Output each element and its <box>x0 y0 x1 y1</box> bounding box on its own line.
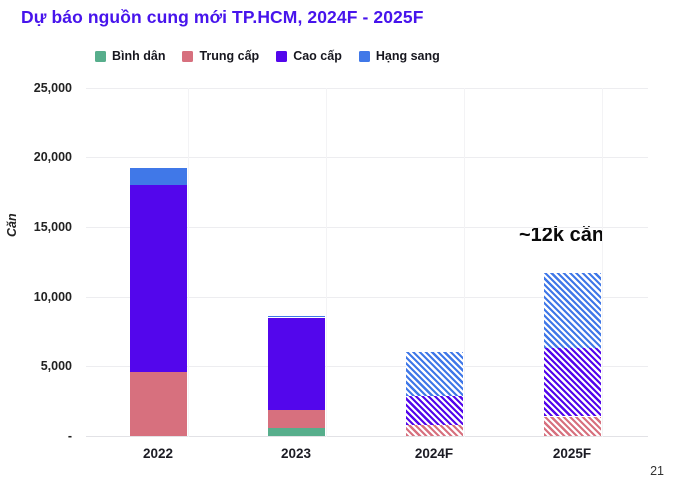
bar-segment <box>406 395 463 425</box>
legend: Bình dân Trung cấp Cao cấp Hạng sang <box>95 49 440 63</box>
y-tick-label: 15,000 <box>33 220 72 234</box>
legend-item: Cao cấp <box>276 49 342 63</box>
y-gridline <box>86 157 648 158</box>
legend-label: Cao cấp <box>293 49 342 63</box>
legend-swatch <box>182 50 194 62</box>
page-number: 21 <box>650 464 664 478</box>
y-tick-label: 25,000 <box>33 81 72 95</box>
y-tick-label: 5,000 <box>40 359 72 373</box>
legend-item: Bình dân <box>95 49 165 63</box>
bar-segment <box>406 352 463 396</box>
y-tick-label: 20,000 <box>33 150 72 164</box>
x-axis-label: 2024F <box>414 446 454 461</box>
bar-segment <box>130 168 187 186</box>
bar-segment <box>268 409 325 428</box>
legend-label: Hạng sang <box>375 49 440 63</box>
bar-segment <box>130 185 187 372</box>
bar-segment <box>268 427 325 436</box>
bar-segment <box>544 416 601 436</box>
y-tick-label: 10,000 <box>33 290 72 304</box>
bar-segment <box>268 317 325 410</box>
bar-segment <box>544 348 601 417</box>
legend-item: Hạng sang <box>358 49 440 63</box>
x-gridline <box>602 88 603 437</box>
y-gridline <box>86 297 648 298</box>
legend-label: Trung cấp <box>199 49 260 63</box>
legend-swatch <box>95 50 106 62</box>
x-gridline <box>464 88 465 437</box>
x-gridline <box>326 88 327 437</box>
x-axis-line <box>86 436 648 437</box>
bar-segment <box>268 316 325 318</box>
y-gridline <box>86 227 648 228</box>
x-axis-label: 2022 <box>142 446 174 461</box>
y-tick-label: - <box>67 429 72 443</box>
bar-segment <box>130 371 187 436</box>
annotation-12k: ~12k căn <box>519 224 605 246</box>
x-axis-label: 2023 <box>280 446 312 461</box>
x-axis-label: 2025F <box>552 446 592 461</box>
legend-label: Bình dân <box>112 49 166 63</box>
bar-segment <box>406 424 463 436</box>
bar-segment <box>544 272 601 349</box>
legend-item: Trung cấp <box>182 49 259 63</box>
x-gridline <box>188 88 189 437</box>
legend-swatch <box>358 50 370 62</box>
chart-title: Dự báo nguồn cung mới TP.HCM, 2024F - 20… <box>21 7 424 27</box>
y-gridline <box>86 88 648 89</box>
legend-swatch <box>276 50 288 62</box>
y-gridline <box>86 366 648 367</box>
